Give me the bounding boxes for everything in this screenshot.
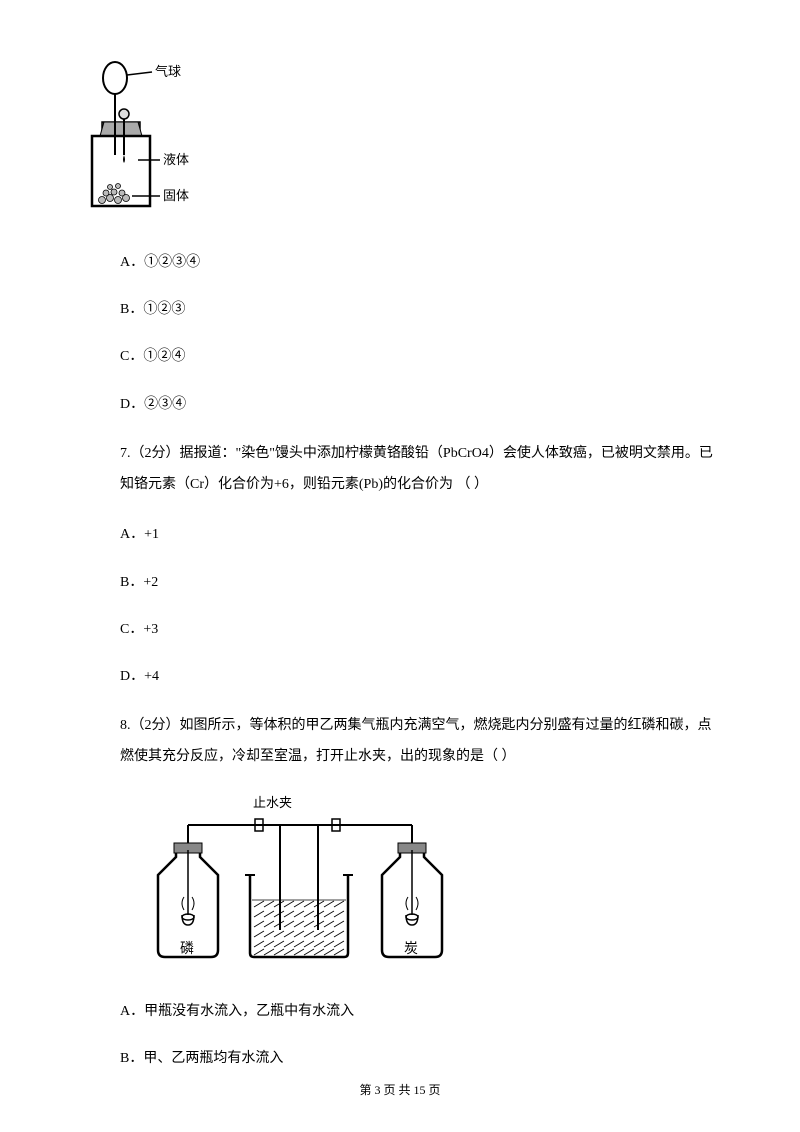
q7-option-c: C．+3 [120,617,720,642]
phosphorus-label: 磷 [180,941,194,957]
q8-option-a: A．甲瓶没有水流入，乙瓶中有水流入 [120,999,720,1024]
liquid-label: 液体 [163,152,189,167]
page-footer: 第 3 页 共 15 页 [0,1080,800,1102]
q7-option-a: A．+1 [120,522,720,547]
solid-label: 固体 [163,188,189,203]
apparatus-diagram-2: 止水夹 磷 炭 [140,795,460,975]
q8-option-b: B．甲、乙两瓶均有水流入 [120,1046,720,1071]
q6-option-c: C．①②④ [120,344,720,369]
q7-option-d: D．+4 [120,664,720,689]
balloon-label: 气球 [155,64,181,79]
q6-option-b: B．①②③ [120,297,720,322]
q6-option-d: D．②③④ [120,392,720,417]
q7-text: 7.（2分）据报道："染色"馒头中添加柠檬黄铬酸铅（PbCrO4）会使人体致癌，… [120,439,720,501]
q8-text: 8.（2分）如图所示，等体积的甲乙两集气瓶内充满空气，燃烧匙内分别盛有过量的红磷… [120,711,720,773]
clip-label: 止水夹 [253,795,292,810]
carbon-label: 炭 [404,941,418,957]
apparatus-diagram-1: 气球 液体 固体 [80,60,220,230]
q7-option-b: B．+2 [120,570,720,595]
q6-option-a: A．①②③④ [120,250,720,275]
